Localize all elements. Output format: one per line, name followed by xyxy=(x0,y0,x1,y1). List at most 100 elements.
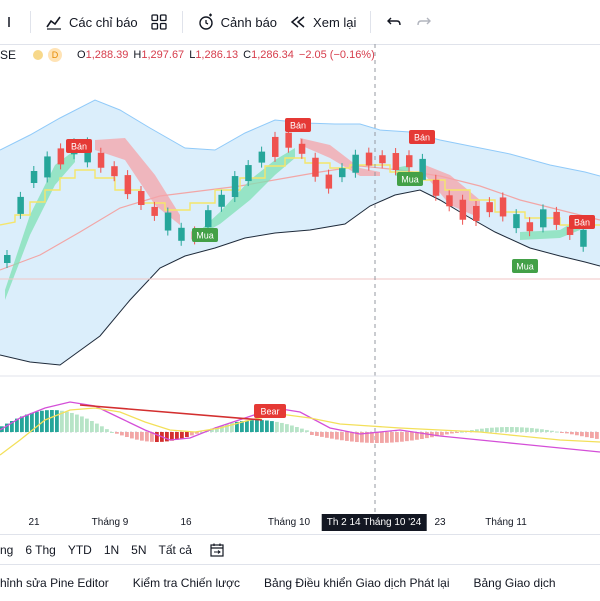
range-option[interactable]: YTD xyxy=(67,543,92,557)
candle-up xyxy=(258,151,266,163)
candle-down xyxy=(446,195,453,207)
time-axis[interactable]: 21 Tháng 9 16 Tháng 10 Th 2 14 Tháng 10 … xyxy=(0,512,600,534)
macd-histogram-bar xyxy=(340,432,344,441)
macd-histogram-bar xyxy=(330,432,334,439)
candle-up xyxy=(17,196,24,214)
macd-histogram-bar xyxy=(250,420,254,432)
top-toolbar: Các chỉ báo Cảnh báo Xem lại xyxy=(0,0,600,45)
replay-button[interactable]: Xem lại xyxy=(283,9,362,35)
macd-histogram-bar xyxy=(240,421,244,432)
macd-histogram-bar xyxy=(295,427,299,432)
alert-button[interactable]: Cảnh báo xyxy=(191,9,283,35)
price-chart[interactable]: Bán Bán Bán Bán Mua Mua Mua Bear xyxy=(0,44,600,512)
range-selector: ng 6 Thg YTD 1N 5N Tất cả xyxy=(0,534,600,565)
macd-histogram-bar xyxy=(45,410,49,432)
buy-signal-tag: Mua xyxy=(196,231,214,241)
trend-cloud xyxy=(520,218,580,240)
candle-down xyxy=(406,155,413,168)
candle-up xyxy=(419,158,426,180)
macd-histogram-bar xyxy=(460,431,464,433)
macd-histogram-bar xyxy=(55,410,59,432)
macd-histogram-bar xyxy=(310,432,314,435)
high-value: 1,297.67 xyxy=(141,49,185,61)
interval-badge: D xyxy=(48,48,63,62)
macd-histogram-bar xyxy=(355,432,359,443)
macd-histogram-bar xyxy=(335,432,339,440)
market-status-dot xyxy=(33,50,44,60)
bollinger-band-fill xyxy=(0,100,600,365)
macd-histogram-bar xyxy=(190,432,194,436)
candle-down xyxy=(57,148,65,165)
candle-up xyxy=(580,229,587,247)
macd-histogram-bar xyxy=(555,431,559,433)
crosshair-icon xyxy=(6,13,16,31)
candle-down xyxy=(499,197,507,217)
undo-button[interactable] xyxy=(379,9,409,35)
toolbar-divider xyxy=(370,11,372,33)
range-option[interactable]: Tất cả xyxy=(158,543,192,557)
undo-icon xyxy=(385,13,403,31)
close-value: 1,286.34 xyxy=(251,49,294,61)
tab-strategy-tester[interactable]: Kiểm tra Chiến lược xyxy=(132,576,241,590)
macd-histogram-bar xyxy=(280,422,284,432)
range-option[interactable]: 6 Thg xyxy=(25,543,56,557)
range-option[interactable]: 5N xyxy=(131,543,147,557)
tab-trading-panel[interactable]: Bảng Giao dịch xyxy=(473,576,556,590)
macd-histogram-bar xyxy=(440,432,444,436)
macd-histogram-bar xyxy=(75,414,79,432)
macd-histogram-bar xyxy=(345,432,349,441)
macd-histogram-bar xyxy=(155,432,159,442)
buy-signal-tag-bg xyxy=(192,228,218,242)
symbol-name[interactable]: SE xyxy=(0,48,17,62)
macd-histogram-bar xyxy=(20,416,24,432)
macd-histogram-bar xyxy=(490,427,494,432)
macd-histogram-bar xyxy=(125,432,129,437)
macd-histogram-bar xyxy=(30,412,34,432)
alarm-clock-icon xyxy=(197,13,215,31)
macd-histogram-bar xyxy=(235,421,239,432)
close-label: C xyxy=(243,49,252,61)
candle-up xyxy=(4,255,11,263)
buy-signal-tag-bg xyxy=(397,172,423,186)
candle-down xyxy=(553,211,560,225)
candle-up xyxy=(205,210,212,228)
macd-histogram-bar xyxy=(255,420,259,432)
range-option[interactable]: ng xyxy=(0,543,14,557)
macd-histogram-bar xyxy=(85,418,89,432)
macd-histogram-bar xyxy=(180,432,184,439)
bottom-panel-tabs: hỉnh sửa Pine Editor Kiểm tra Chiến lược… xyxy=(0,564,600,601)
macd-histogram-bar xyxy=(435,432,439,437)
low-label: L xyxy=(189,49,196,61)
candle-down xyxy=(526,222,534,232)
macd-histogram-bar xyxy=(220,425,224,432)
toolbar-divider xyxy=(181,11,183,33)
crosshair-tool-button[interactable] xyxy=(0,9,22,35)
candle-down xyxy=(459,199,467,220)
templates-button[interactable] xyxy=(144,9,174,35)
macd-histogram-bar xyxy=(290,425,294,432)
macd-histogram-bar xyxy=(540,429,544,432)
calendar-range-icon[interactable] xyxy=(208,541,226,559)
macd-histogram-bar xyxy=(510,427,514,432)
macd-histogram-bar xyxy=(325,432,329,438)
macd-histogram-bar xyxy=(525,427,529,432)
macd-histogram-bar xyxy=(15,418,19,432)
sell-signal-tag: Bán xyxy=(71,142,87,152)
tab-pine-editor[interactable]: hỉnh sửa Pine Editor xyxy=(0,576,109,590)
change-value: −2.05 (−0.16%) xyxy=(298,49,375,61)
open-value: 1,288.39 xyxy=(85,49,129,61)
macd-histogram-bar xyxy=(445,432,449,435)
candle-down xyxy=(392,153,400,171)
candle-up xyxy=(339,168,346,178)
grid-icon xyxy=(150,13,168,31)
indicators-button[interactable]: Các chỉ báo xyxy=(39,9,144,35)
redo-button[interactable] xyxy=(409,9,439,35)
macd-histogram-bar xyxy=(300,428,304,432)
macd-histogram-bar xyxy=(545,429,549,432)
macd-histogram-bar xyxy=(415,432,419,440)
candle-down xyxy=(379,155,386,164)
time-axis-label: Tháng 9 xyxy=(91,517,129,528)
macd-histogram-bar xyxy=(130,432,134,439)
range-option[interactable]: 1N xyxy=(103,543,120,557)
tab-replay-trading-panel[interactable]: Bảng Điều khiển Giao dịch Phát lại xyxy=(264,576,450,590)
